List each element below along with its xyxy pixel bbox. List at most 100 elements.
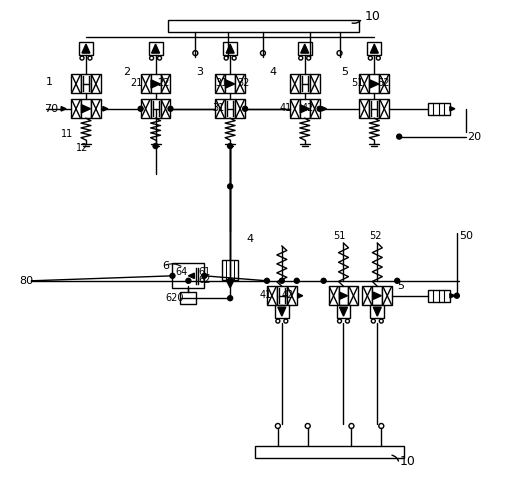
Text: 50: 50 [458,231,472,241]
Bar [328,286,338,305]
Text: 62: 62 [198,275,210,285]
Bar [71,75,81,93]
Circle shape [227,278,232,283]
Bar [338,286,348,305]
Circle shape [138,106,143,111]
Polygon shape [61,107,66,111]
Text: 1: 1 [46,77,53,87]
Polygon shape [297,294,302,298]
Polygon shape [321,107,326,111]
Circle shape [167,106,173,111]
Circle shape [294,278,299,283]
Text: 42: 42 [281,290,294,300]
Circle shape [454,293,459,298]
Circle shape [396,134,401,139]
Bar [223,42,237,55]
Bar [150,75,160,93]
Text: 52: 52 [377,78,389,88]
Text: 5: 5 [397,281,404,291]
Polygon shape [225,44,234,53]
Text: 2: 2 [123,67,130,77]
Text: 32: 32 [237,78,249,88]
Bar [289,75,299,93]
Circle shape [317,106,322,111]
Polygon shape [81,105,90,113]
Polygon shape [225,80,234,88]
Text: 21: 21 [130,78,143,88]
Bar [225,75,235,93]
Text: 22: 22 [157,78,169,88]
Polygon shape [192,275,194,277]
Circle shape [227,296,232,300]
Polygon shape [373,292,381,300]
Bar [369,75,379,93]
Circle shape [169,273,175,278]
Circle shape [321,278,325,283]
Text: 3: 3 [196,67,203,77]
Bar [222,260,238,280]
Bar [297,42,311,55]
Bar [79,42,93,55]
Bar [274,305,288,318]
Bar [81,99,91,118]
Bar [299,75,309,93]
Text: 10: 10 [399,455,414,468]
Text: 41: 41 [279,103,292,113]
Bar [150,99,160,118]
Text: 51: 51 [333,231,345,241]
Text: 41: 41 [260,290,272,300]
Text: 10: 10 [363,10,380,23]
Bar [369,99,379,118]
Text: 620: 620 [165,293,184,303]
Bar [225,99,235,118]
Text: 11: 11 [61,129,73,139]
Bar [254,446,403,458]
Text: 6: 6 [162,261,169,271]
Bar [215,99,225,118]
Circle shape [227,143,232,149]
Bar [359,99,369,118]
Circle shape [227,278,232,283]
Bar [235,75,245,93]
Bar [359,75,369,93]
Polygon shape [300,105,308,113]
Bar [289,99,299,118]
Polygon shape [103,107,107,111]
Bar [427,290,449,301]
Text: 42: 42 [301,103,314,113]
Bar [81,75,91,93]
Bar [286,286,296,305]
Bar [148,42,162,55]
Text: 5: 5 [341,67,348,77]
Circle shape [185,278,190,283]
Bar [366,42,381,55]
Bar [276,286,286,305]
Bar [362,286,372,305]
Bar [91,99,101,118]
Polygon shape [449,107,454,111]
Text: 12: 12 [76,143,88,153]
Text: 52: 52 [369,231,381,241]
Circle shape [264,278,269,283]
Text: 64: 64 [175,267,187,277]
Bar [71,99,81,118]
Polygon shape [300,44,308,53]
Bar [140,99,150,118]
Text: 20: 20 [466,132,480,141]
Polygon shape [188,273,194,278]
Text: 4: 4 [269,67,276,77]
Circle shape [153,143,158,149]
Polygon shape [82,44,90,53]
Bar [266,286,276,305]
Bar [215,75,225,93]
Bar [348,286,358,305]
Bar [160,75,170,93]
Polygon shape [370,44,378,53]
Bar [427,103,449,115]
Text: 61: 61 [198,267,210,277]
Text: 70: 70 [44,104,58,114]
Circle shape [279,278,284,283]
Text: 51: 51 [351,78,363,88]
Bar [336,305,350,318]
Bar [168,20,359,32]
